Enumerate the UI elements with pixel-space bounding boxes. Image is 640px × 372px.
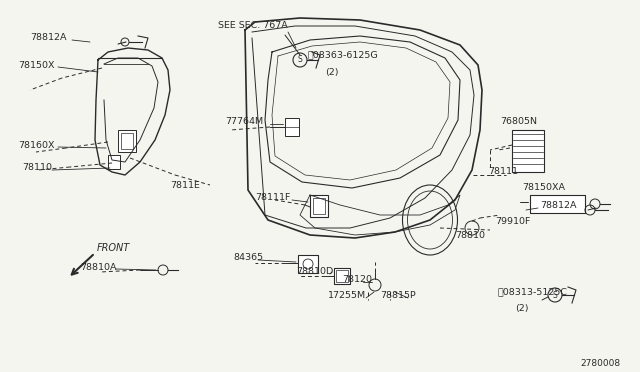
Bar (108, 155, 120, 169)
Text: 78815P: 78815P (380, 292, 416, 301)
Bar (530, 195, 585, 213)
Bar (310, 195, 328, 217)
Text: 84365: 84365 (233, 253, 263, 263)
Text: SEE SEC. 767A: SEE SEC. 767A (218, 20, 288, 29)
Text: 79910F: 79910F (495, 218, 531, 227)
Text: 78111: 78111 (488, 167, 518, 176)
Bar (298, 255, 318, 273)
Text: Ⓝ08363-6125G: Ⓝ08363-6125G (308, 51, 379, 60)
Text: 17255M: 17255M (328, 292, 366, 301)
Text: S: S (552, 291, 557, 299)
Text: Ⓝ08313-5125C: Ⓝ08313-5125C (498, 288, 568, 296)
Bar (313, 198, 325, 214)
Text: 77764M: 77764M (225, 118, 263, 126)
Text: 78810A: 78810A (80, 263, 116, 272)
Text: (2): (2) (325, 67, 339, 77)
Text: 76805N: 76805N (500, 118, 537, 126)
Text: 78810: 78810 (455, 231, 485, 240)
Text: (2): (2) (515, 304, 529, 312)
Bar (118, 130, 136, 152)
Text: 78812A: 78812A (540, 201, 577, 209)
Bar (336, 270, 348, 282)
Text: 78120: 78120 (342, 276, 372, 285)
Text: S: S (298, 55, 302, 64)
Text: 78150XA: 78150XA (522, 183, 565, 192)
Text: FRONT: FRONT (97, 243, 131, 253)
Bar (121, 133, 133, 149)
Bar (285, 118, 299, 136)
Text: 7811E: 7811E (170, 180, 200, 189)
Bar (334, 268, 350, 284)
Bar (512, 130, 544, 172)
Text: 78812A: 78812A (30, 33, 67, 42)
Text: 78160X: 78160X (18, 141, 54, 150)
Text: 78810D: 78810D (296, 267, 333, 276)
Text: 78111F: 78111F (255, 193, 291, 202)
Text: 2780008: 2780008 (580, 359, 620, 368)
Text: 78150X: 78150X (18, 61, 54, 70)
Text: 78110: 78110 (22, 164, 52, 173)
